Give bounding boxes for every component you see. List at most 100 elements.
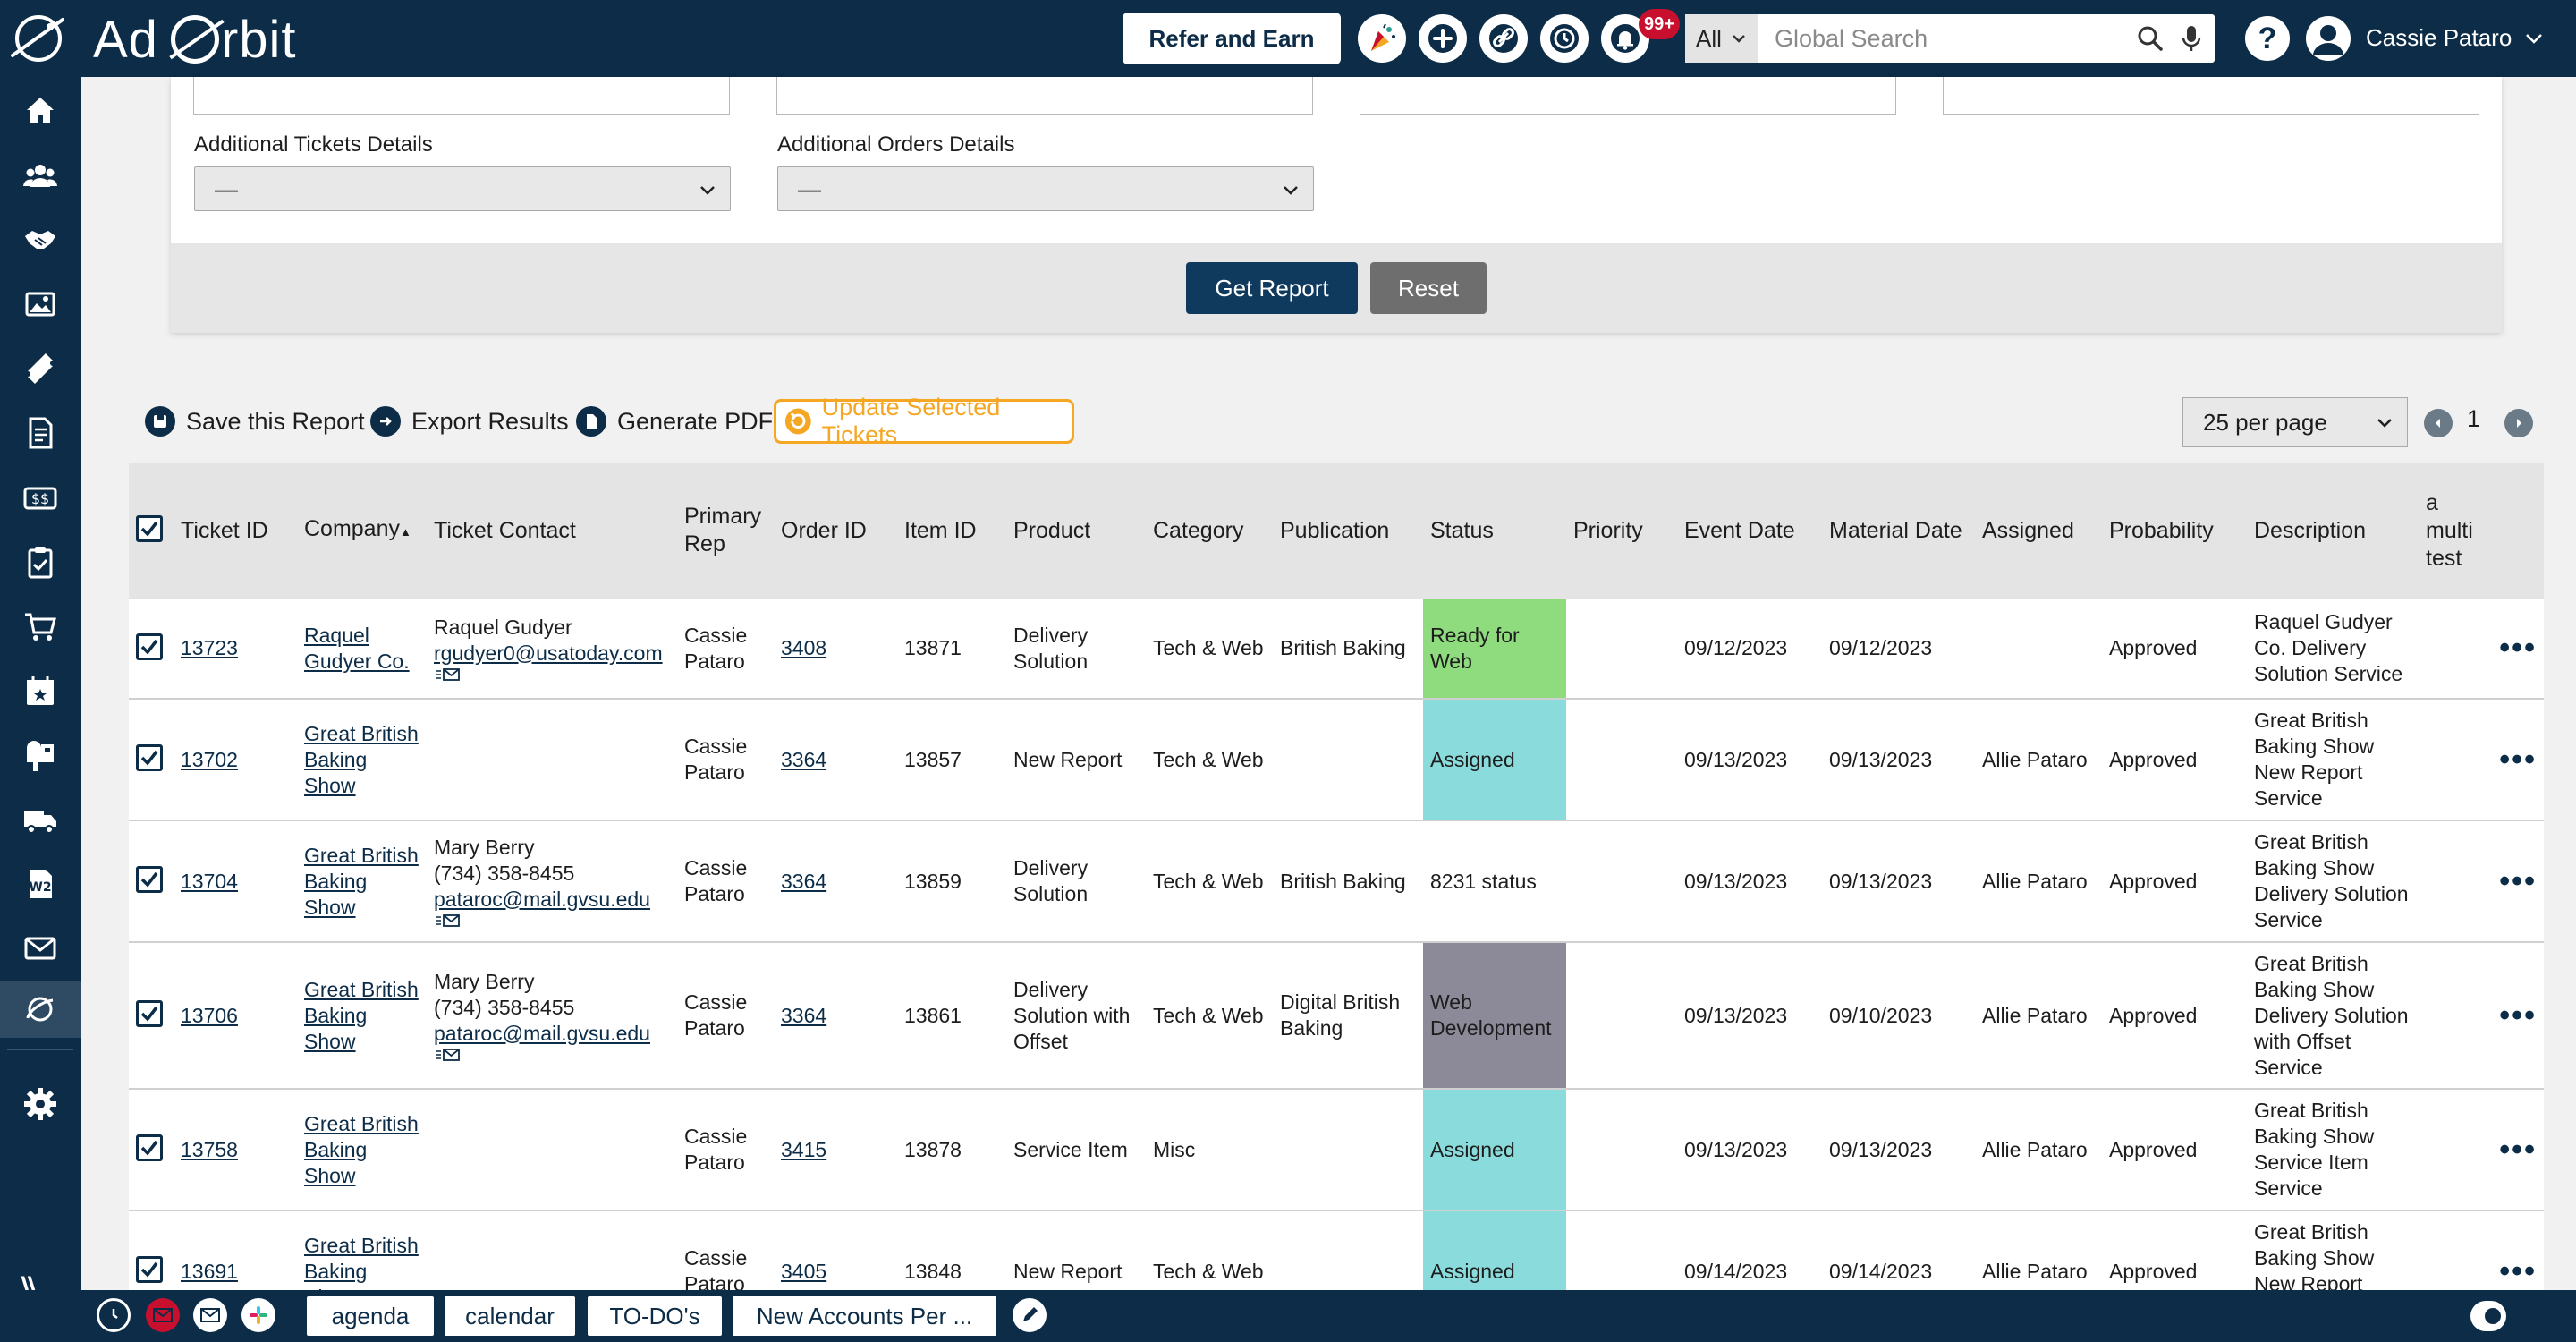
company-link[interactable]: Great British Baking Show: [304, 721, 419, 797]
sidebar-item-tasks[interactable]: [0, 533, 80, 590]
col-event-date[interactable]: Event Date: [1677, 463, 1822, 599]
company-link[interactable]: Great British Baking Show: [304, 843, 419, 919]
row-more-icon[interactable]: •••: [2419, 599, 2544, 700]
row-checkbox[interactable]: [136, 1000, 163, 1027]
sidebar-item-settings[interactable]: [0, 1075, 80, 1133]
tab-new-accounts[interactable]: New Accounts Per ...: [733, 1296, 996, 1336]
previous-page-icon[interactable]: [2424, 409, 2453, 437]
refer-and-earn-button[interactable]: Refer and Earn: [1123, 13, 1341, 64]
sidebar-item-deals[interactable]: [0, 211, 80, 268]
search-icon[interactable]: [2132, 21, 2168, 56]
ticket-id-link[interactable]: 13702: [181, 747, 238, 771]
tickets-details-select[interactable]: —: [194, 166, 731, 211]
col-order-id[interactable]: Order ID: [774, 463, 897, 599]
contact-email-link[interactable]: pataroc@mail.gvsu.edu: [434, 887, 650, 911]
sidebar-item-reports[interactable]: [0, 404, 80, 462]
sidebar-item-orbit[interactable]: [0, 981, 80, 1038]
microphone-icon[interactable]: [2174, 21, 2209, 56]
col-probability[interactable]: Probability: [2102, 463, 2247, 599]
message-icon[interactable]: [193, 1298, 227, 1332]
help-icon[interactable]: ?: [2245, 16, 2290, 61]
row-checkbox[interactable]: [136, 1134, 163, 1161]
row-more-icon[interactable]: •••: [2419, 1210, 2544, 1290]
row-checkbox[interactable]: [136, 633, 163, 660]
sidebar-item-mailbox[interactable]: [0, 726, 80, 784]
order-id-link[interactable]: 3364: [781, 747, 827, 771]
filter-field-1[interactable]: [193, 77, 730, 115]
order-id-link[interactable]: 3364: [781, 1003, 827, 1027]
sidebar-item-billing[interactable]: $$: [0, 469, 80, 526]
row-more-icon[interactable]: •••: [2419, 820, 2544, 943]
company-link[interactable]: Great British Baking Show: [304, 977, 419, 1053]
row-more-icon[interactable]: •••: [2419, 699, 2544, 821]
global-search-input[interactable]: [1758, 14, 2132, 63]
brand-name[interactable]: Ad rbit: [93, 5, 297, 73]
col-primary-rep[interactable]: Primary Rep: [677, 463, 774, 599]
per-page-select[interactable]: 25 per page: [2182, 397, 2408, 447]
company-link[interactable]: Great British Baking Show: [304, 1233, 419, 1291]
ticket-id-link[interactable]: 13706: [181, 1003, 238, 1027]
col-status[interactable]: Status: [1423, 463, 1566, 599]
reset-button[interactable]: Reset: [1370, 262, 1487, 314]
ticket-id-link[interactable]: 13691: [181, 1259, 238, 1283]
slack-icon[interactable]: [242, 1298, 275, 1332]
contact-mail-icon[interactable]: [434, 913, 461, 928]
row-checkbox[interactable]: [136, 866, 163, 893]
col-item-id[interactable]: Item ID: [897, 463, 1006, 599]
table-row[interactable]: 13723 Raquel Gudyer Co. Raquel Gudyer rgudy…: [129, 599, 2544, 700]
export-results-action[interactable]: Export Results: [370, 401, 569, 442]
col-publication[interactable]: Publication: [1273, 463, 1423, 599]
tab-agenda[interactable]: agenda: [307, 1296, 434, 1336]
clock-icon[interactable]: [97, 1298, 131, 1332]
table-row[interactable]: 13691 Great British Baking Show Cassie Pat…: [129, 1210, 2544, 1290]
orders-details-select[interactable]: —: [777, 166, 1314, 211]
order-id-link[interactable]: 3405: [781, 1259, 827, 1283]
ticket-id-link[interactable]: 13723: [181, 636, 238, 659]
row-checkbox[interactable]: [136, 744, 163, 771]
col-ticket-id[interactable]: Ticket ID: [174, 463, 297, 599]
col-priority[interactable]: Priority: [1566, 463, 1677, 599]
ticket-id-link[interactable]: 13704: [181, 869, 238, 893]
save-report-action[interactable]: Save this Report: [145, 401, 365, 442]
sidebar-item-tickets[interactable]: [0, 340, 80, 397]
order-id-link[interactable]: 3364: [781, 869, 827, 893]
table-row[interactable]: 13758 Great British Baking Show Cassie Pat…: [129, 1089, 2544, 1211]
filter-field-4[interactable]: [1943, 77, 2479, 115]
col-ticket-contact[interactable]: Ticket Contact: [427, 463, 677, 599]
contact-email-link[interactable]: rgudyer0@usatoday.com: [434, 641, 663, 665]
search-scope-select[interactable]: All: [1685, 14, 1758, 63]
link-icon[interactable]: [1479, 14, 1528, 63]
add-icon[interactable]: [1419, 14, 1467, 63]
col-category[interactable]: Category: [1146, 463, 1273, 599]
user-avatar[interactable]: [2306, 16, 2351, 61]
orbit-logo-icon[interactable]: [9, 11, 68, 66]
row-checkbox[interactable]: [136, 1256, 163, 1283]
update-selected-tickets-button[interactable]: Update Selected Tickets: [774, 394, 1074, 448]
sidebar-item-delivery[interactable]: [0, 791, 80, 848]
col-material-date[interactable]: Material Date: [1822, 463, 1975, 599]
email-alert-icon[interactable]: [146, 1298, 180, 1332]
row-more-icon[interactable]: •••: [2419, 942, 2544, 1090]
sidebar-item-media[interactable]: [0, 276, 80, 333]
party-icon[interactable]: [1358, 14, 1406, 63]
tab-calendar[interactable]: calendar: [445, 1296, 575, 1336]
sidebar-item-mail[interactable]: [0, 920, 80, 977]
company-link[interactable]: Great British Baking Show: [304, 1111, 419, 1187]
user-menu[interactable]: Cassie Pataro: [2366, 20, 2544, 55]
select-all-checkbox[interactable]: [136, 514, 163, 542]
contact-mail-icon[interactable]: [434, 667, 461, 682]
edit-pen-icon[interactable]: [1013, 1298, 1046, 1332]
sidebar-item-contacts[interactable]: [0, 147, 80, 204]
ticket-id-link[interactable]: 13758: [181, 1137, 238, 1161]
col-multi-test[interactable]: a multi test: [2419, 463, 2544, 599]
sidebar-item-calendar[interactable]: [0, 662, 80, 719]
sidebar-item-w2[interactable]: W2: [0, 855, 80, 913]
generate-pdf-action[interactable]: Generate PDF: [576, 401, 773, 442]
order-id-link[interactable]: 3415: [781, 1137, 827, 1161]
filter-field-2[interactable]: [776, 77, 1313, 115]
order-id-link[interactable]: 3408: [781, 636, 827, 659]
contact-mail-icon[interactable]: [434, 1048, 461, 1062]
next-page-icon[interactable]: [2504, 409, 2533, 437]
col-assigned[interactable]: Assigned: [1975, 463, 2102, 599]
toggle-switch[interactable]: [2470, 1301, 2506, 1331]
